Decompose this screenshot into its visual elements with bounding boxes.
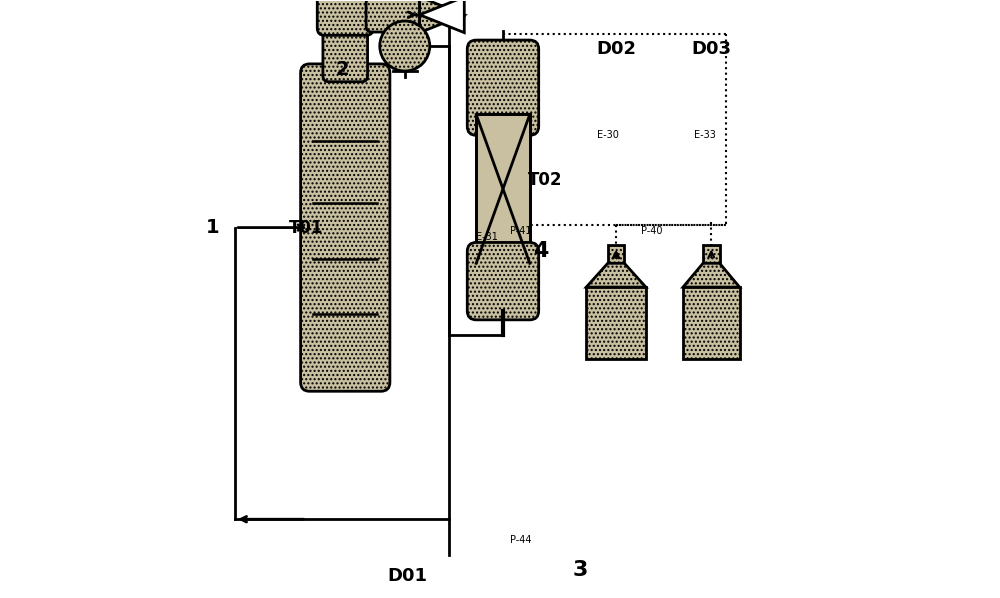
FancyBboxPatch shape <box>366 0 420 32</box>
FancyBboxPatch shape <box>467 40 539 135</box>
Text: P-41: P-41 <box>510 226 532 236</box>
Text: D02: D02 <box>596 40 636 58</box>
Bar <box>608 245 624 263</box>
Text: D01: D01 <box>388 567 428 585</box>
Bar <box>586 287 646 359</box>
Text: D03: D03 <box>691 40 731 58</box>
FancyBboxPatch shape <box>467 242 539 320</box>
Text: E-33: E-33 <box>694 130 716 141</box>
Text: 4: 4 <box>533 242 548 261</box>
Polygon shape <box>586 263 646 287</box>
Bar <box>703 245 720 263</box>
Text: T01: T01 <box>289 219 324 237</box>
Bar <box>476 114 530 263</box>
Text: T02: T02 <box>527 171 562 189</box>
Text: 3: 3 <box>573 560 588 580</box>
FancyBboxPatch shape <box>317 0 373 35</box>
Bar <box>476 114 530 263</box>
Polygon shape <box>420 0 464 33</box>
Text: P-40: P-40 <box>641 226 663 236</box>
Bar <box>683 287 740 359</box>
Text: 2: 2 <box>335 60 349 80</box>
Text: P-44: P-44 <box>510 535 532 545</box>
Text: E-30: E-30 <box>597 130 619 141</box>
Circle shape <box>380 21 430 71</box>
Polygon shape <box>420 0 464 33</box>
Text: 1: 1 <box>206 218 220 237</box>
FancyBboxPatch shape <box>301 64 390 391</box>
FancyBboxPatch shape <box>323 19 368 82</box>
Text: E-31: E-31 <box>476 231 498 242</box>
Polygon shape <box>683 263 740 287</box>
